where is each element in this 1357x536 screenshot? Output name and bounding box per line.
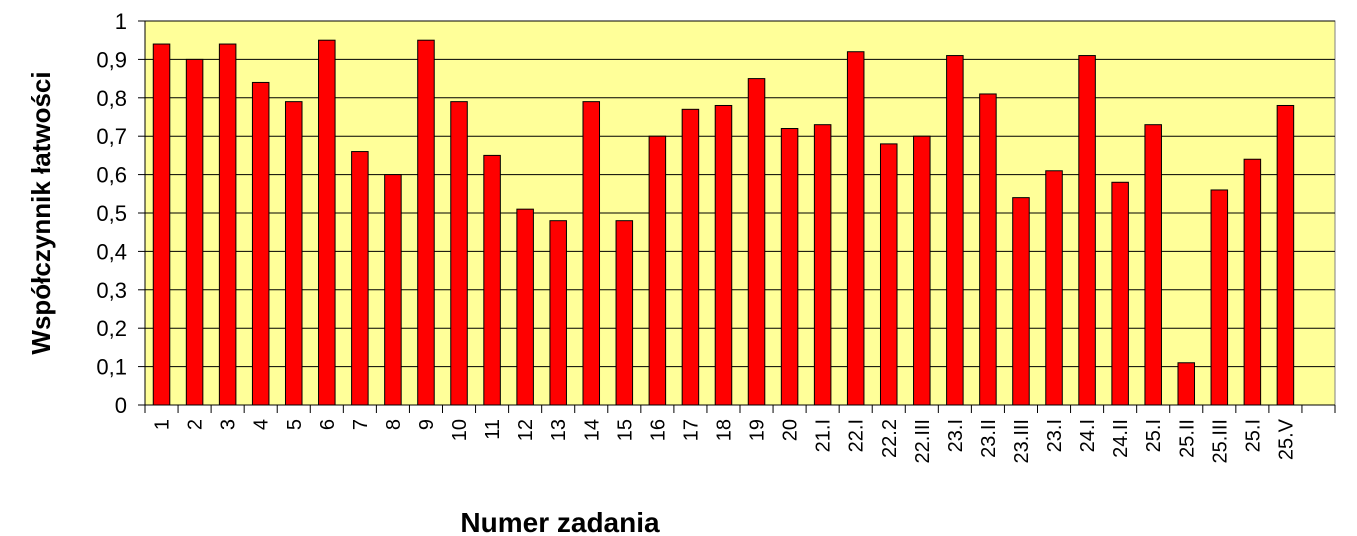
x-axis-title: Numer zadania — [460, 507, 660, 536]
y-tick-label: 0,2 — [96, 316, 127, 341]
x-tick-label: 2 — [185, 419, 207, 430]
x-tick-label: 17 — [680, 419, 702, 441]
x-tick-label: 22.I — [846, 419, 868, 452]
bar — [1177, 362, 1196, 406]
bar — [813, 124, 832, 406]
y-tick-label: 0,5 — [96, 201, 127, 226]
x-tick-label: 11 — [482, 419, 504, 440]
bar — [681, 108, 700, 406]
x-tick-label: 18 — [713, 419, 735, 441]
x-tick-label: 23.II — [978, 419, 1000, 458]
x-tick-label: 23.III — [1011, 419, 1033, 463]
bar — [1243, 158, 1262, 406]
x-tick-label: 14 — [581, 419, 603, 441]
x-tick-label: 20 — [780, 419, 802, 441]
bar — [1045, 170, 1063, 406]
bar — [1276, 104, 1295, 406]
x-tick-label: 12 — [515, 419, 537, 441]
x-tick-label: 25.V — [1275, 418, 1297, 460]
bar — [284, 101, 303, 406]
x-tick-label: 25.I — [1242, 419, 1264, 452]
x-tick-label: 19 — [747, 419, 769, 441]
x-tick-label: 23.I — [1044, 419, 1066, 452]
bar — [1210, 189, 1229, 406]
bar — [846, 51, 865, 406]
y-tick-label: 0,3 — [96, 278, 127, 303]
x-tick-label: 25.III — [1209, 419, 1231, 463]
x-tick-label: 16 — [647, 419, 669, 441]
bar — [351, 151, 369, 406]
x-tick-label: 1 — [152, 419, 174, 430]
bar — [152, 43, 171, 406]
bar — [979, 93, 997, 406]
x-tick-label: 25.II — [1176, 419, 1198, 458]
bar — [483, 154, 501, 406]
bar — [251, 81, 270, 406]
y-tick-label: 0,6 — [96, 163, 127, 188]
bar — [318, 39, 336, 406]
bar — [946, 55, 964, 406]
x-tick-label: 24.II — [1110, 419, 1132, 458]
bar — [582, 101, 601, 406]
bar — [648, 135, 667, 406]
bar — [417, 39, 435, 406]
x-tick-label: 25.I — [1143, 419, 1165, 452]
y-tick-label: 1 — [115, 9, 127, 34]
x-tick-label: 23.I — [945, 419, 967, 452]
x-tick-label: 8 — [383, 419, 405, 430]
x-tick-label: 21.I — [813, 419, 835, 452]
x-tick-label: 4 — [251, 419, 273, 430]
y-axis-title: Współczynnik łatwości — [26, 71, 56, 354]
bar — [1012, 197, 1030, 406]
bar — [1078, 55, 1096, 406]
y-tick-label: 0,8 — [96, 86, 127, 111]
x-tick-label: 6 — [317, 419, 339, 430]
y-tick-label: 0,1 — [96, 355, 127, 380]
bar — [450, 101, 468, 406]
bar — [384, 174, 402, 406]
bar — [780, 128, 799, 406]
bar — [879, 143, 898, 406]
x-tick-label: 5 — [284, 419, 306, 430]
x-tick-label: 3 — [218, 419, 240, 430]
y-tick-label: 0,4 — [96, 239, 127, 264]
bar — [185, 58, 204, 406]
x-tick-label: 22.2 — [879, 419, 901, 458]
bar — [1111, 181, 1129, 406]
x-tick-label: 24.I — [1077, 419, 1099, 452]
bar — [747, 78, 766, 406]
bar — [714, 104, 733, 406]
y-tick-label: 0,9 — [96, 47, 127, 72]
x-tick-label: 7 — [350, 419, 372, 430]
bar — [516, 208, 534, 406]
x-tick-label: 22.III — [912, 419, 934, 463]
bar — [549, 220, 567, 406]
x-tick-label: 13 — [548, 419, 570, 441]
bar — [615, 220, 634, 406]
x-tick-label: 10 — [449, 419, 471, 441]
y-tick-label: 0 — [115, 393, 127, 418]
bar — [1144, 124, 1162, 406]
bar — [913, 135, 931, 406]
bar — [218, 43, 237, 406]
x-tick-label: 15 — [614, 419, 636, 441]
x-tick-label: 9 — [416, 419, 438, 430]
y-tick-label: 0,7 — [96, 124, 127, 149]
